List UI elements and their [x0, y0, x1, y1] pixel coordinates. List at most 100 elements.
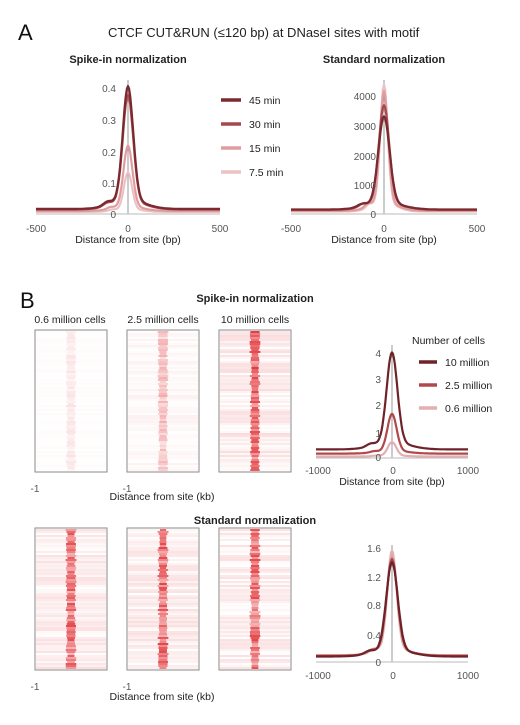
- hm-spike-0-row-center: [67, 345, 75, 347]
- hm-spike-1-row-center: [160, 447, 167, 449]
- hm-std-2-row-bg: [220, 557, 290, 559]
- hm-std-0-row-center: [66, 549, 76, 551]
- hm-std-0-row-center: [67, 597, 75, 599]
- hm-std-0-row-center: [67, 541, 75, 543]
- hm-std-0-row-center: [66, 659, 77, 661]
- hm-std-1-row-center: [159, 543, 167, 545]
- hm-spike-0-row-center: [66, 437, 76, 439]
- hm-std-0-row-center: [65, 657, 77, 659]
- hm-spike-1-row-center: [159, 419, 166, 421]
- hm-spike-2-row-center: [250, 409, 260, 411]
- hm-spike-1-row-center: [158, 333, 168, 335]
- hm-spike-2-row-bg: [220, 365, 290, 367]
- hm-std-2-row-center: [250, 529, 260, 531]
- hm-std-1-row-center: [158, 613, 168, 615]
- hm-std-2-row-center: [250, 629, 260, 631]
- hm-spike-1-row-bg: [128, 345, 198, 347]
- hm-std-1-row-bg: [128, 665, 198, 667]
- hm-spike-0-row-center: [67, 407, 75, 409]
- a-spike-ytick-0: 0: [110, 210, 116, 221]
- hm-spike-0-row-center: [66, 363, 76, 365]
- hm-std-2-row-center: [249, 635, 261, 637]
- hm-spike-1-frame: [126, 329, 200, 473]
- hm-std-1-row-center: [159, 573, 167, 575]
- hm-spike-2-row-center: [250, 405, 260, 407]
- hm-spike-0-row-center: [66, 371, 76, 373]
- hm-std-2-row-center: [251, 541, 259, 543]
- hm-std-1-row-center: [158, 533, 168, 535]
- hm-spike-2-row-center: [249, 431, 260, 433]
- hm-std-2-row-center: [251, 603, 259, 605]
- hm-spike-0-row-center: [66, 391, 76, 393]
- hm-std-2-row-center: [251, 667, 259, 669]
- hm-spike-2-row-center: [250, 395, 260, 397]
- hm-std-0-row-bg: [36, 529, 106, 531]
- hm-spike-0-row-center: [67, 419, 75, 421]
- hm-std-1-row-center: [157, 637, 169, 639]
- hm-std-0-row-center: [66, 589, 76, 591]
- b-spike-ytick-2: 2: [375, 401, 381, 412]
- hm-std-2-row-center: [250, 633, 260, 635]
- hm-std-0-row-center: [65, 537, 77, 539]
- hm-std-1-row-bg: [128, 595, 198, 597]
- hm-spike-2-row-center: [251, 339, 259, 341]
- hm-spike-1-row-bg: [128, 457, 198, 459]
- hm-std-1-row-center: [159, 537, 167, 539]
- hm-spike-2-row-bg: [220, 453, 290, 455]
- hm-spike-1-row-bg: [128, 353, 198, 355]
- hm-spike-1-row-center: [159, 399, 167, 401]
- hm-std-0-row-center: [66, 627, 76, 629]
- hm-spike-2-row-center: [251, 455, 259, 457]
- hm-spike-1-row-center: [158, 427, 167, 429]
- hm-std-1-row-center: [159, 629, 167, 631]
- hm-spike-1-row-bg: [128, 417, 198, 419]
- hm-spike-0-row-center: [66, 359, 76, 361]
- hm-spike-1-row-center: [158, 425, 168, 427]
- a-spike-title: Spike-in normalization: [69, 54, 187, 66]
- hm-spike-1-row-center: [159, 385, 167, 387]
- hm-spike-2-row-center: [252, 389, 258, 391]
- hm-std-2-row-center: [250, 533, 260, 535]
- hm-std-0-row-bg: [36, 643, 106, 645]
- a-spike-ytick-4: 0.4: [102, 84, 116, 95]
- hm-std-1-row-center: [159, 651, 167, 653]
- hm-spike-1-row-bg: [128, 371, 198, 373]
- hm-std-2-row-center: [250, 621, 260, 623]
- hm-spike-2-row-bg: [220, 443, 290, 445]
- b-spike-xtick-2: 1000: [457, 466, 480, 477]
- hm-std-2-row-bg: [220, 551, 290, 553]
- b-spike-series-2: [315, 412, 469, 455]
- hm-spike-0-row-center: [67, 367, 75, 369]
- hm-spike-1-row-center: [158, 335, 168, 337]
- hm-spike-0-row-center: [67, 403, 75, 405]
- hm-spike-1-row-bg: [128, 373, 198, 375]
- hm-std-1-row-center: [159, 641, 167, 643]
- hm-spike-1-row-center: [159, 443, 167, 445]
- hm-std-1-row-center: [157, 653, 169, 655]
- hm-std-0-row-center: [66, 553, 76, 555]
- hm-std-2-row-center: [250, 577, 261, 579]
- hm-std-0-row-center: [67, 655, 75, 657]
- hm-spike-0-row-center: [66, 355, 76, 357]
- hm-spike-1-row-center: [158, 461, 168, 463]
- b-spike-xtick-1: 0: [390, 466, 396, 477]
- hm-spike-2-row-center: [250, 421, 260, 423]
- hm-spike-0-row-center: [66, 401, 76, 403]
- hm-std-0-row-center: [66, 647, 76, 649]
- b-spike-xlabel: Distance from site (bp): [339, 476, 445, 488]
- hm-spike-2-row-center: [249, 341, 261, 343]
- hm-spike-0-row-center: [66, 393, 76, 395]
- hm-std-2-row-center: [250, 579, 260, 581]
- hm-spike-1-row-center: [158, 431, 168, 433]
- hm-spike-2-row-center: [251, 367, 259, 369]
- legend-a-label-15: 15 min: [249, 143, 281, 155]
- hm-spike-1-row-center: [159, 411, 167, 413]
- hm-spike-1-row-center: [158, 361, 168, 363]
- hm-std-0-row-center: [67, 639, 75, 641]
- hm-std-0-row-center: [66, 551, 76, 553]
- hm-std-0-row-center: [67, 641, 75, 643]
- hm-std-0-row-center: [65, 649, 77, 651]
- hm-std-0-row-bg: [36, 579, 106, 581]
- hm-spike-2-row-center: [250, 361, 260, 363]
- hm-std-0-row-center: [66, 667, 76, 669]
